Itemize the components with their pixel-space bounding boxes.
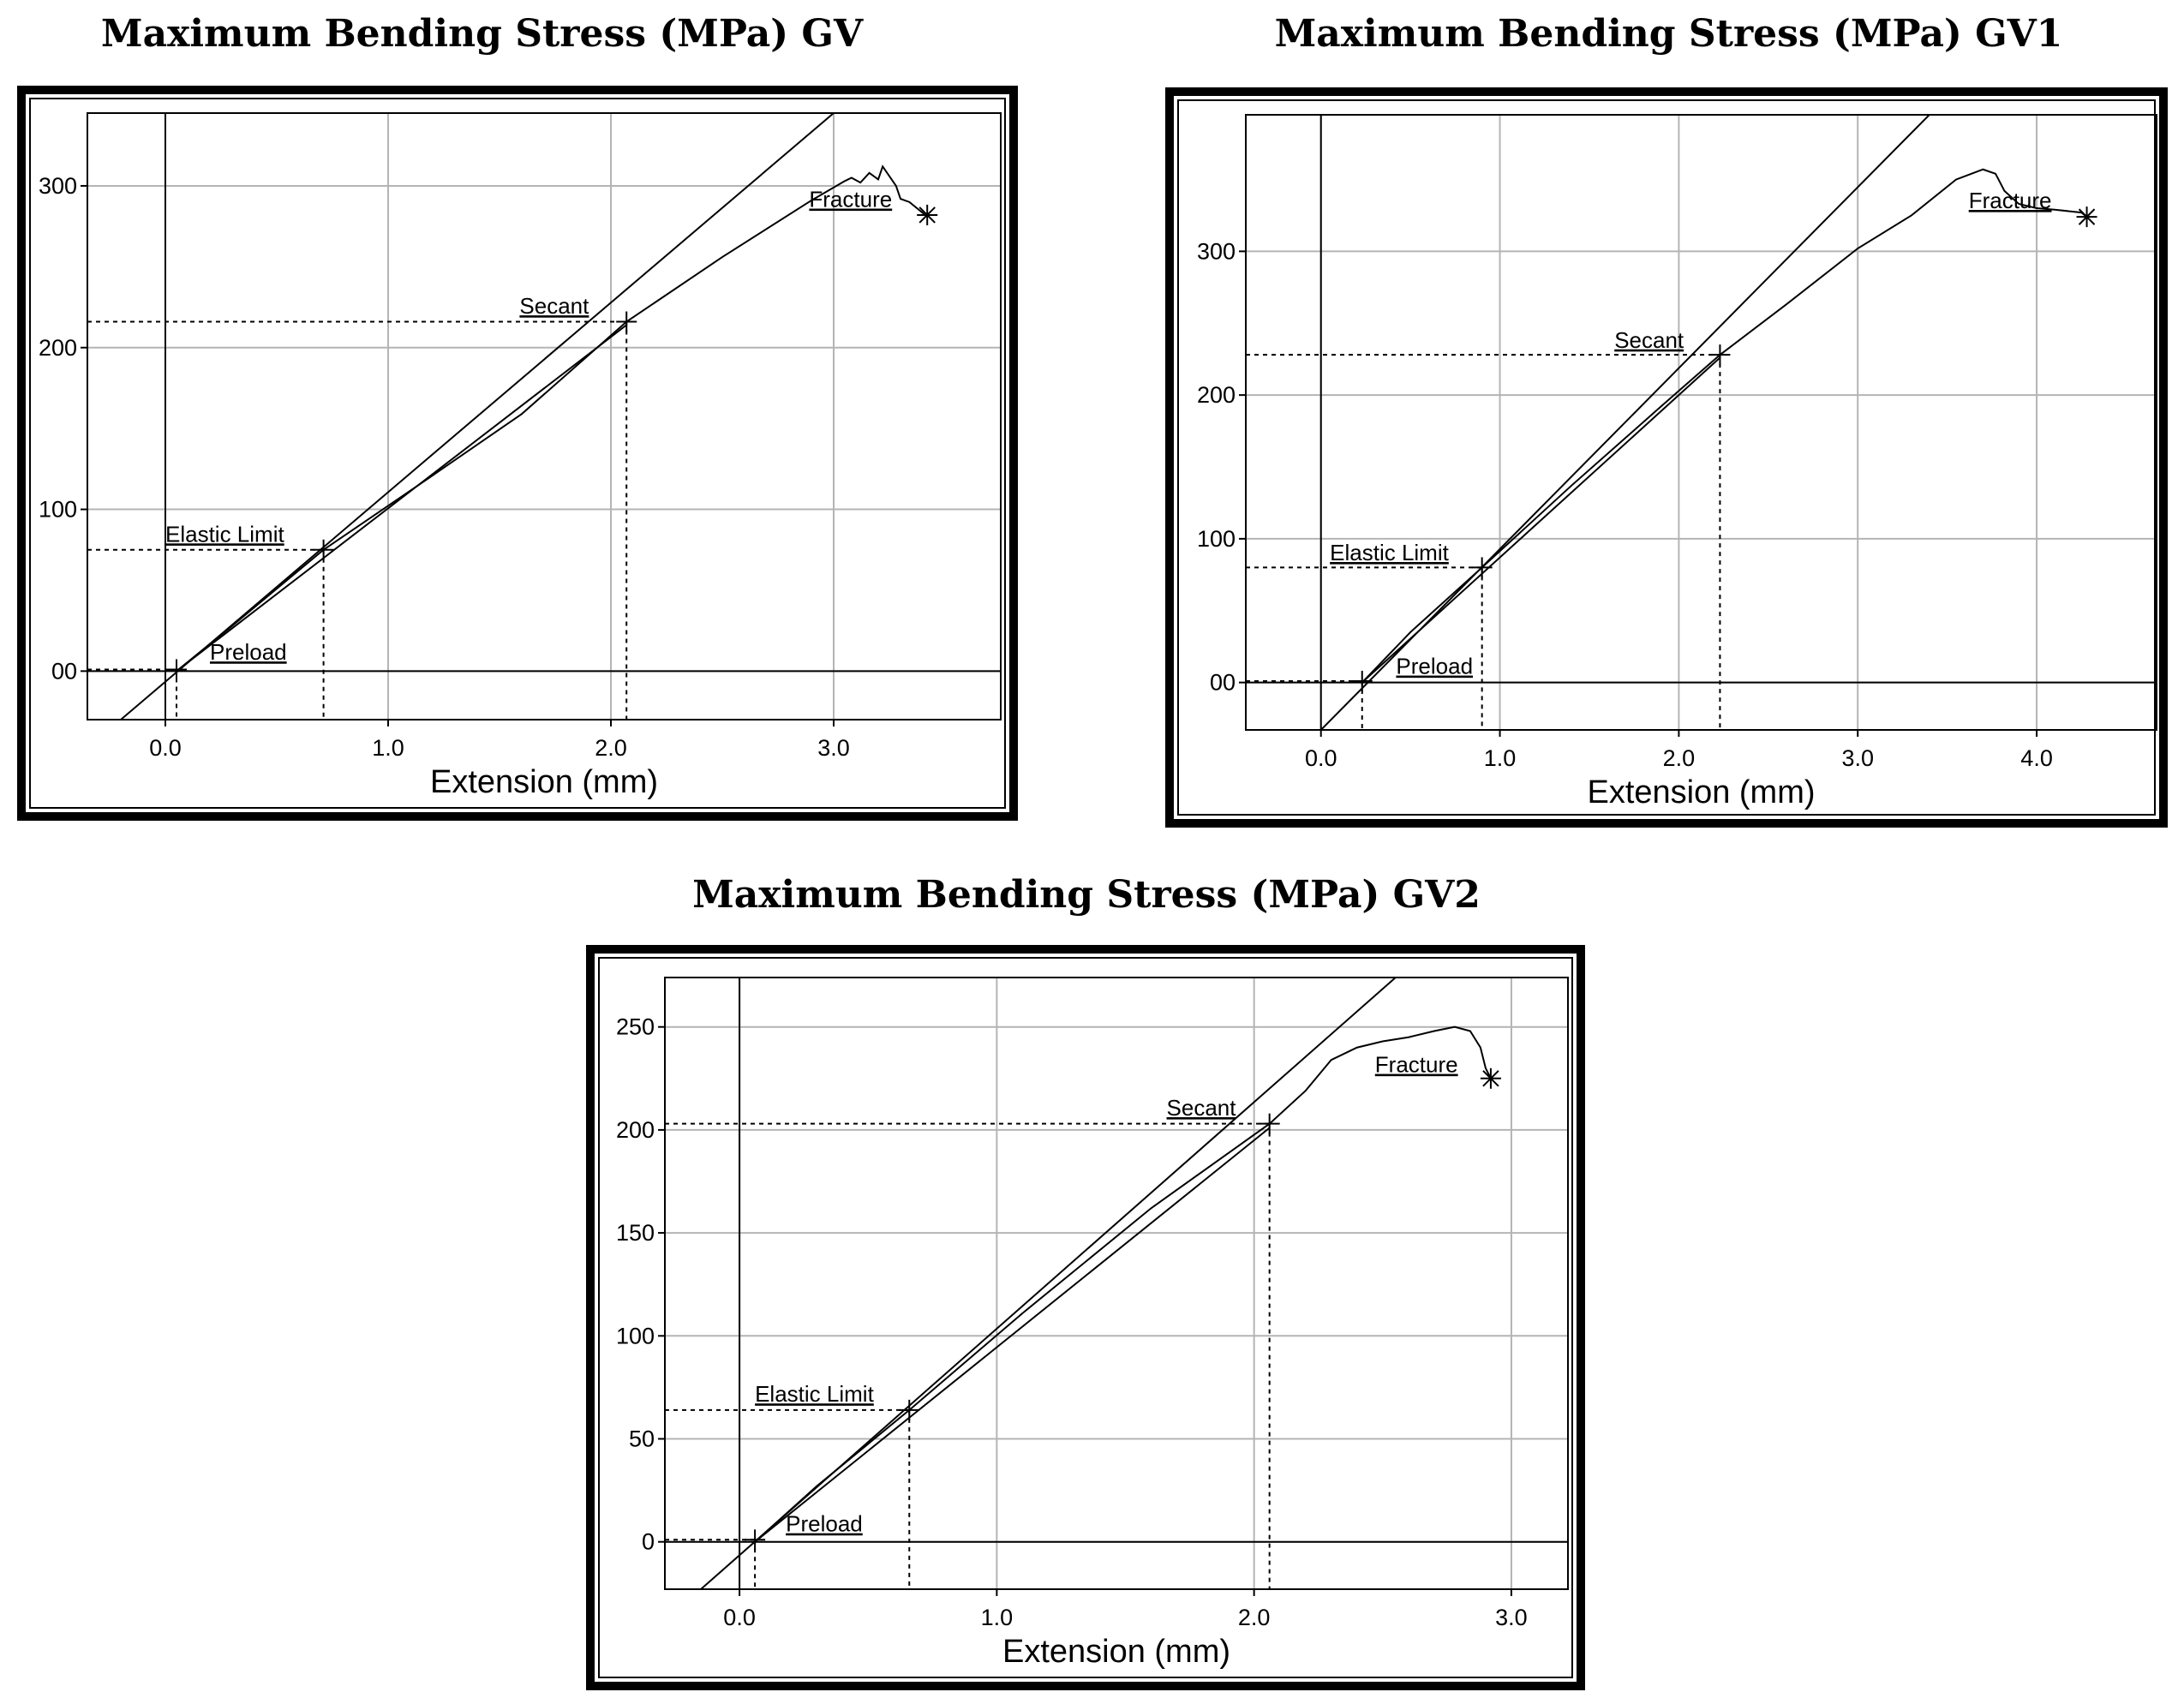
plot-border (664, 977, 1569, 1590)
x-tick-label: 3.0 (1495, 1605, 1528, 1630)
y-tick-label: 50 (629, 1426, 655, 1452)
marker-elastic-limit (313, 539, 334, 560)
y-tick-label: 300 (1197, 238, 1236, 264)
marker-secant (1259, 1113, 1280, 1134)
chart-panel-gv2: Maximum Bending Stress (MPa) GV2 0.0 1.0 2… (586, 861, 1587, 1692)
y-tick-label: 150 (616, 1220, 655, 1246)
chart-title: Maximum Bending Stress (MPa) GV2 (692, 873, 1481, 917)
y-tick-label: 00 (1210, 670, 1236, 696)
x-tick-label: 4.0 (2020, 745, 2053, 771)
x-tick-label: 1.0 (1484, 745, 1517, 771)
annotation-label: Preload (210, 639, 287, 665)
x-tick-label: 0.0 (723, 1605, 756, 1630)
y-tick-label: 200 (616, 1117, 655, 1143)
annotation-label: Secant (519, 293, 589, 319)
y-tick-label: 100 (39, 497, 77, 523)
x-tick-label: 1.0 (372, 735, 404, 761)
secant-line (120, 113, 835, 720)
marker-elastic-limit (1471, 557, 1493, 578)
x-tick-label: 0.0 (1305, 745, 1337, 771)
annotation-label: Elastic Limit (165, 521, 284, 547)
y-tick-label: 100 (1197, 526, 1236, 552)
y-tick-label: 300 (39, 173, 77, 199)
y-tick-label: 0 (642, 1529, 655, 1555)
marker-preload (745, 1529, 766, 1551)
marker-fracture (2076, 206, 2097, 228)
annotation-label: Fracture (1375, 1052, 1458, 1078)
x-tick-label: 3.0 (817, 735, 850, 761)
elastic-line (754, 1127, 1271, 1543)
annotation-label: Elastic Limit (1330, 540, 1449, 565)
marker-stroke (1482, 1070, 1499, 1087)
marker-elastic-limit (899, 1399, 920, 1420)
plot-area: 0.0 1.0 2.0 3.0 4.0 00 100 200 300 Extension (mm)… (1197, 114, 2157, 810)
marker-preload (1351, 670, 1373, 691)
chart-frame: 0.0 1.0 2.0 3.0 4.0 00 100 200 300 Extension (mm)… (1165, 87, 2168, 828)
curve (176, 164, 928, 673)
annotation-label: Elastic Limit (755, 1381, 874, 1407)
x-tick-label: 1.0 (981, 1605, 1014, 1630)
annotation-label: Fracture (809, 187, 892, 212)
chart-frame: 0.0 1.0 2.0 3.0 0 50 100 150 200 250 Extension (mm… (586, 945, 1585, 1690)
chart-frame: 0.0 1.0 2.0 3.0 00 100 200 300 Extension (mm) Pre… (17, 86, 1018, 821)
marker-secant (1709, 344, 1731, 366)
annotation-label: Secant (1614, 327, 1684, 353)
marker-fracture (917, 204, 938, 225)
plot-area: 0.0 1.0 2.0 3.0 0 50 100 150 200 250 Extension (mm… (616, 977, 1569, 1670)
x-tick-label: 0.0 (149, 735, 182, 761)
plot-area: 0.0 1.0 2.0 3.0 00 100 200 300 Extension (mm) Pre… (39, 112, 1002, 800)
y-tick-label: 250 (616, 1014, 655, 1040)
x-tick-label: 2.0 (595, 735, 627, 761)
secant-line (700, 978, 1397, 1589)
x-axis-label: Extension (mm) (1587, 774, 1815, 810)
x-tick-label: 2.0 (1663, 745, 1696, 771)
chart-title: Maximum Bending Stress (MPa) GV1 (1274, 12, 2063, 56)
marker-fracture (1480, 1067, 1501, 1089)
annotation-label: Preload (786, 1511, 863, 1537)
chart-title: Maximum Bending Stress (MPa) GV (100, 12, 864, 56)
curve (754, 1025, 1492, 1543)
chart-panel-gv1: Maximum Bending Stress (MPa) GV1 0.0 1.0 2… (1165, 0, 2172, 831)
y-tick-label: 00 (51, 658, 77, 684)
plot-border (1245, 114, 2157, 731)
marker-preload (166, 659, 187, 680)
y-tick-label: 200 (1197, 382, 1236, 408)
curve (1361, 168, 2088, 684)
annotation-label: Preload (1396, 654, 1473, 679)
annotation-label: Secant (1167, 1095, 1237, 1121)
chart-panel-gv: Maximum Bending Stress (MPa) GV 0.0 1.0 2.… (17, 0, 1024, 822)
x-tick-label: 3.0 (1841, 745, 1874, 771)
y-tick-label: 100 (616, 1323, 655, 1348)
x-tick-label: 2.0 (1238, 1605, 1271, 1630)
y-tick-label: 200 (39, 335, 77, 361)
x-axis-label: Extension (mm) (430, 764, 658, 800)
elastic-line (176, 324, 627, 673)
annotation-label: Fracture (1969, 188, 2052, 213)
x-axis-label: Extension (mm) (1002, 1634, 1230, 1670)
plot-border (87, 112, 1002, 720)
marker-stroke (918, 206, 936, 224)
marker-secant (616, 311, 637, 332)
elastic-line (1361, 356, 1721, 684)
marker-stroke (2078, 208, 2096, 225)
